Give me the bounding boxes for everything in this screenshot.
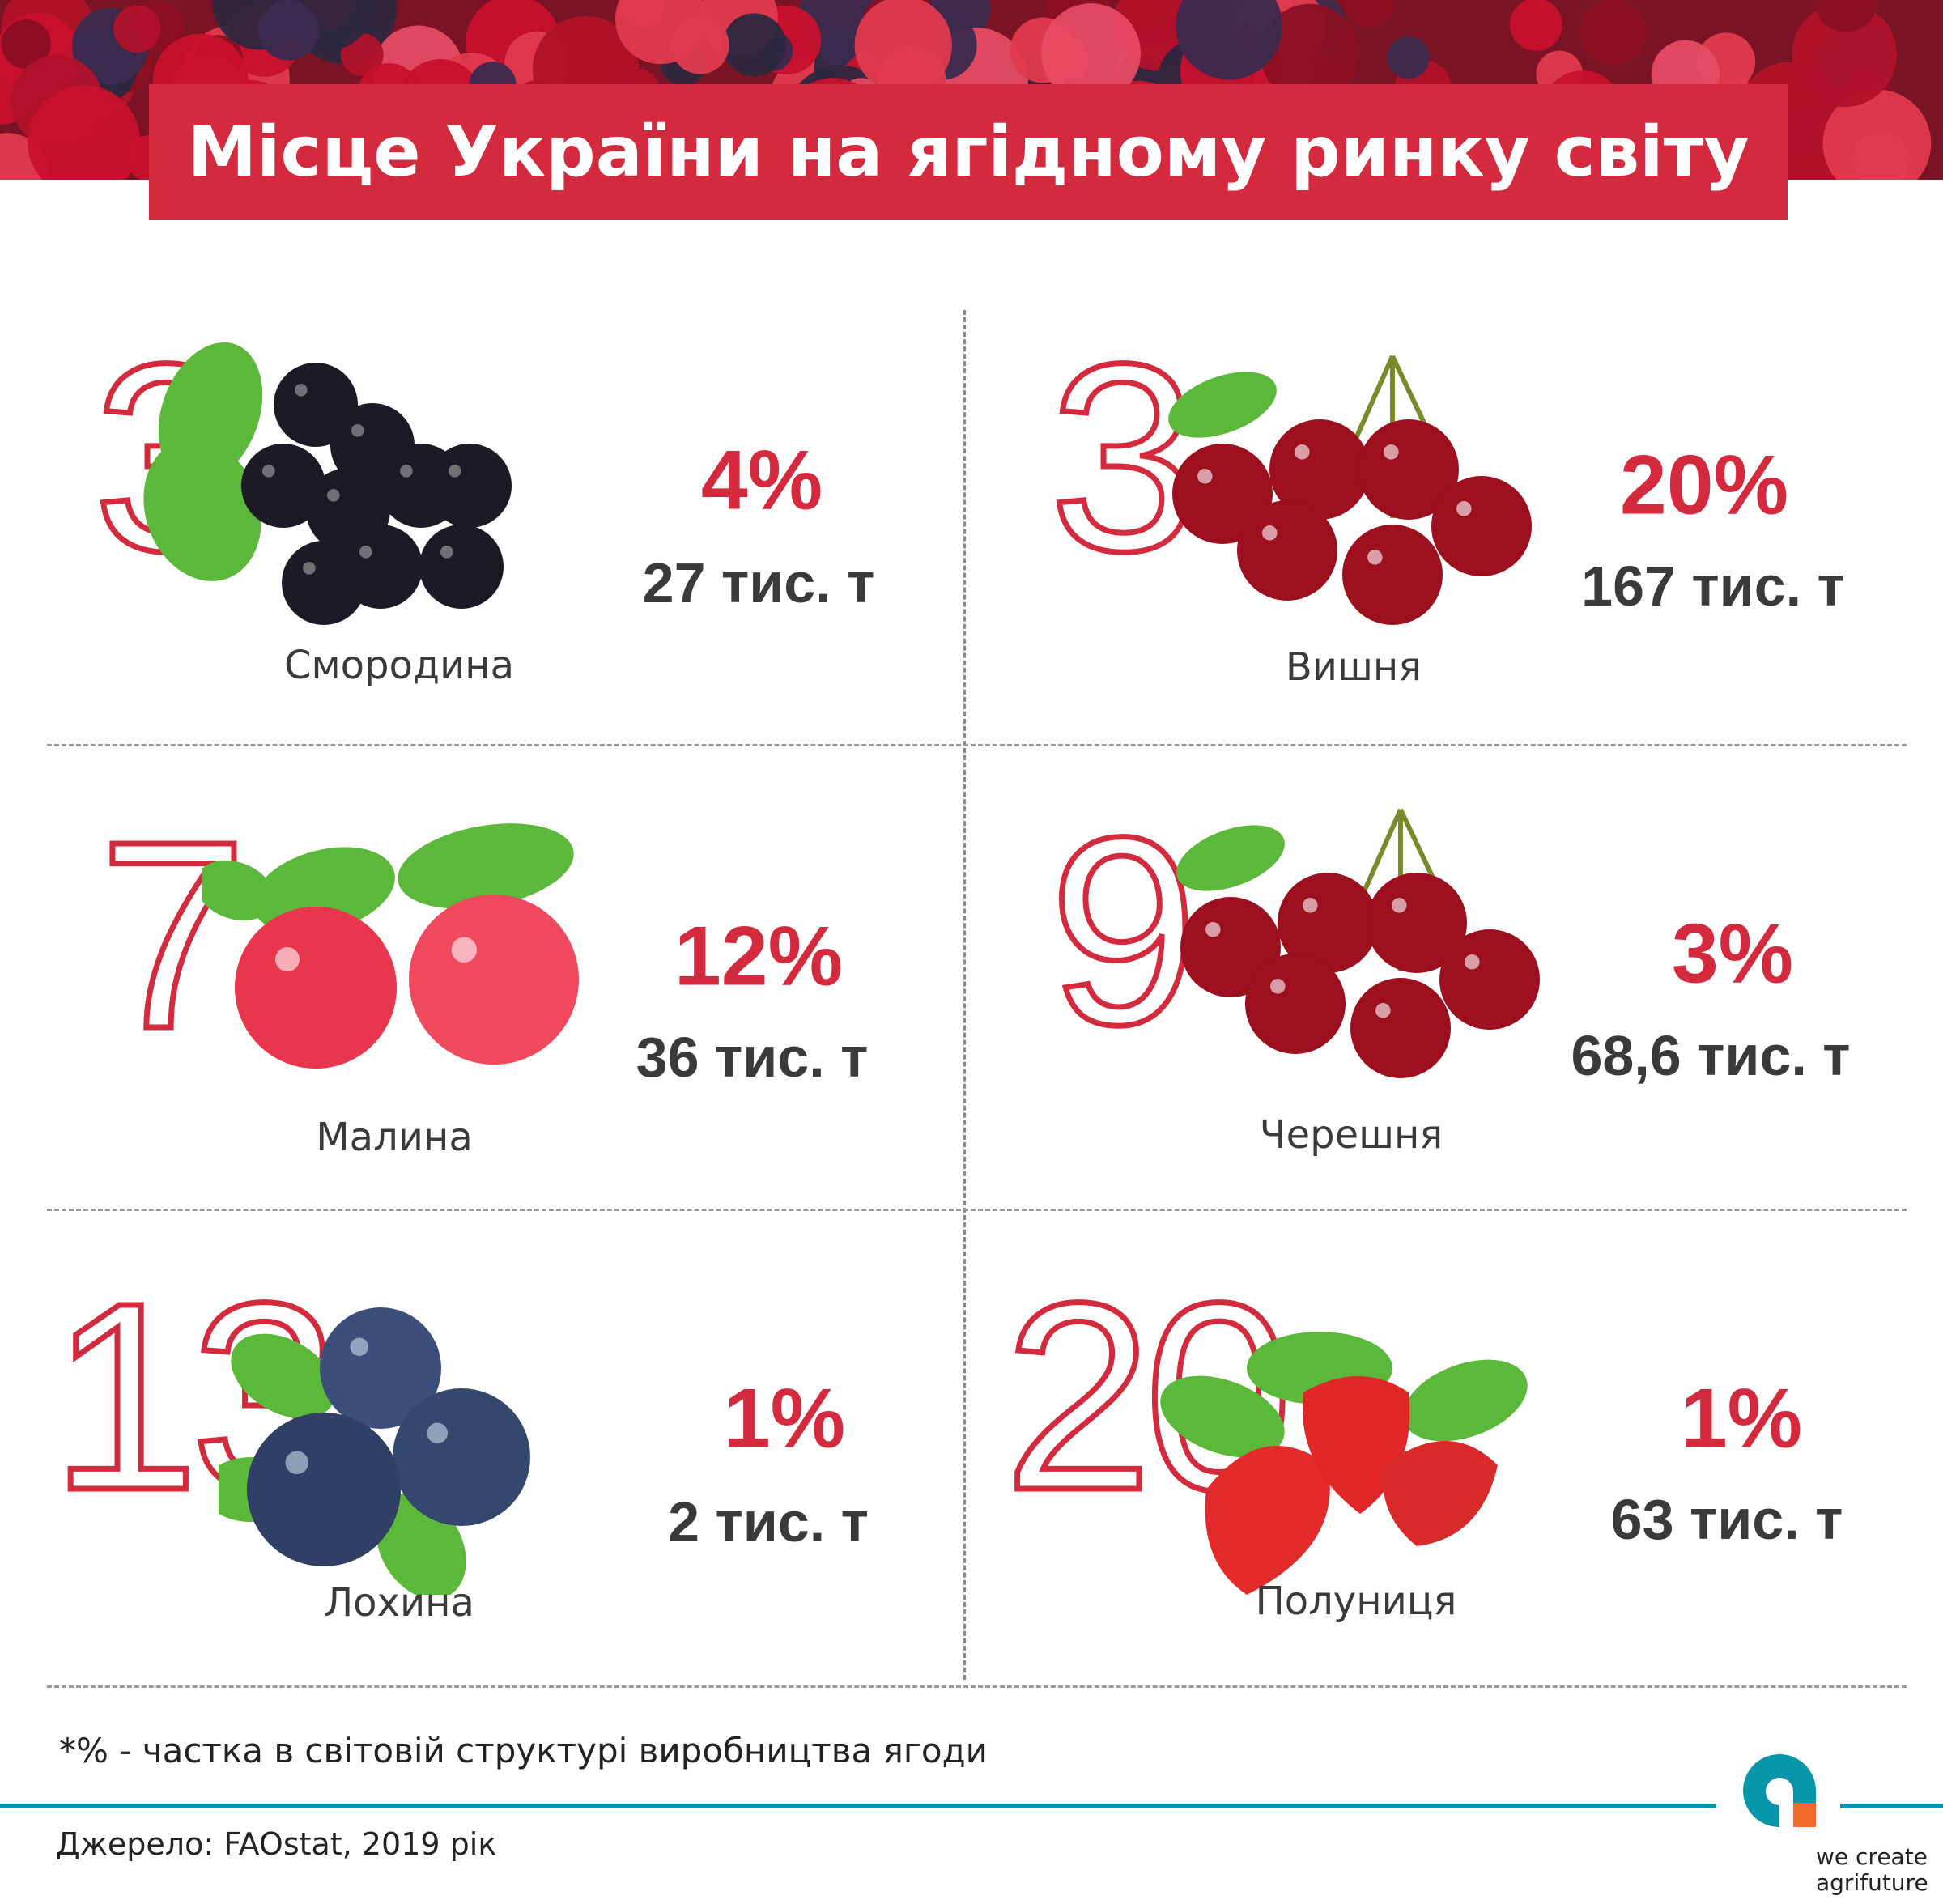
berry-name: Смородина: [283, 643, 515, 688]
blueberry-image: [202, 1287, 672, 1600]
production-volume: 36 тис. т: [636, 1026, 869, 1089]
production-volume: 63 тис. т: [1610, 1488, 1843, 1551]
rank-number: 7: [96, 785, 250, 1084]
share-percent: 1%: [1680, 1371, 1803, 1466]
footer-line: [0, 1804, 1716, 1808]
row-divider: [47, 1685, 1907, 1688]
share-percent: 3%: [1671, 907, 1794, 1001]
footnote: *% - частка в світовій структурі виробни…: [59, 1731, 988, 1770]
share-percent: 20%: [1619, 438, 1789, 533]
footer-line: [1840, 1804, 1943, 1808]
sour-cherry-image: [1125, 340, 1579, 648]
row-divider: [47, 744, 1907, 746]
share-percent: 12%: [674, 909, 844, 1004]
berry-name: Вишня: [1285, 644, 1422, 690]
page-title: Місце України на ягідному ринку світу: [187, 112, 1750, 193]
production-volume: 27 тис. т: [642, 551, 875, 614]
tagline-line1: we create: [1816, 1843, 1928, 1870]
blackcurrant-image: [121, 324, 575, 631]
logo-tagline: we create agrifuture: [1816, 1844, 1928, 1896]
title-banner: Місце України на ягідному ринку світу: [149, 84, 1788, 220]
source-note: Джерело: FAOstat, 2019 рік: [56, 1826, 497, 1862]
berry-name: Лохина: [324, 1580, 474, 1626]
share-percent: 1%: [723, 1371, 846, 1466]
production-volume: 2 тис. т: [668, 1490, 869, 1553]
berry-name: Черешня: [1259, 1112, 1443, 1158]
tagline-line2: agrifuture: [1816, 1869, 1928, 1896]
production-volume: 68,6 тис. т: [1571, 1024, 1851, 1087]
berry-name: Полуниця: [1255, 1579, 1457, 1624]
agrifuture-logo-icon: [1741, 1752, 1822, 1833]
berry-name: Малина: [316, 1115, 473, 1160]
rank-number: 3: [1047, 308, 1201, 606]
raspberry-image: [195, 818, 656, 1125]
row-divider: [47, 1209, 1907, 1211]
share-percent: 4%: [700, 433, 823, 528]
rank-number: 9: [1047, 781, 1201, 1080]
sweet-cherry-image: [1133, 793, 1587, 1101]
strawberry-image: [1158, 1303, 1611, 1611]
production-volume: 167 тис. т: [1581, 555, 1845, 618]
vertical-divider: [963, 310, 966, 1680]
